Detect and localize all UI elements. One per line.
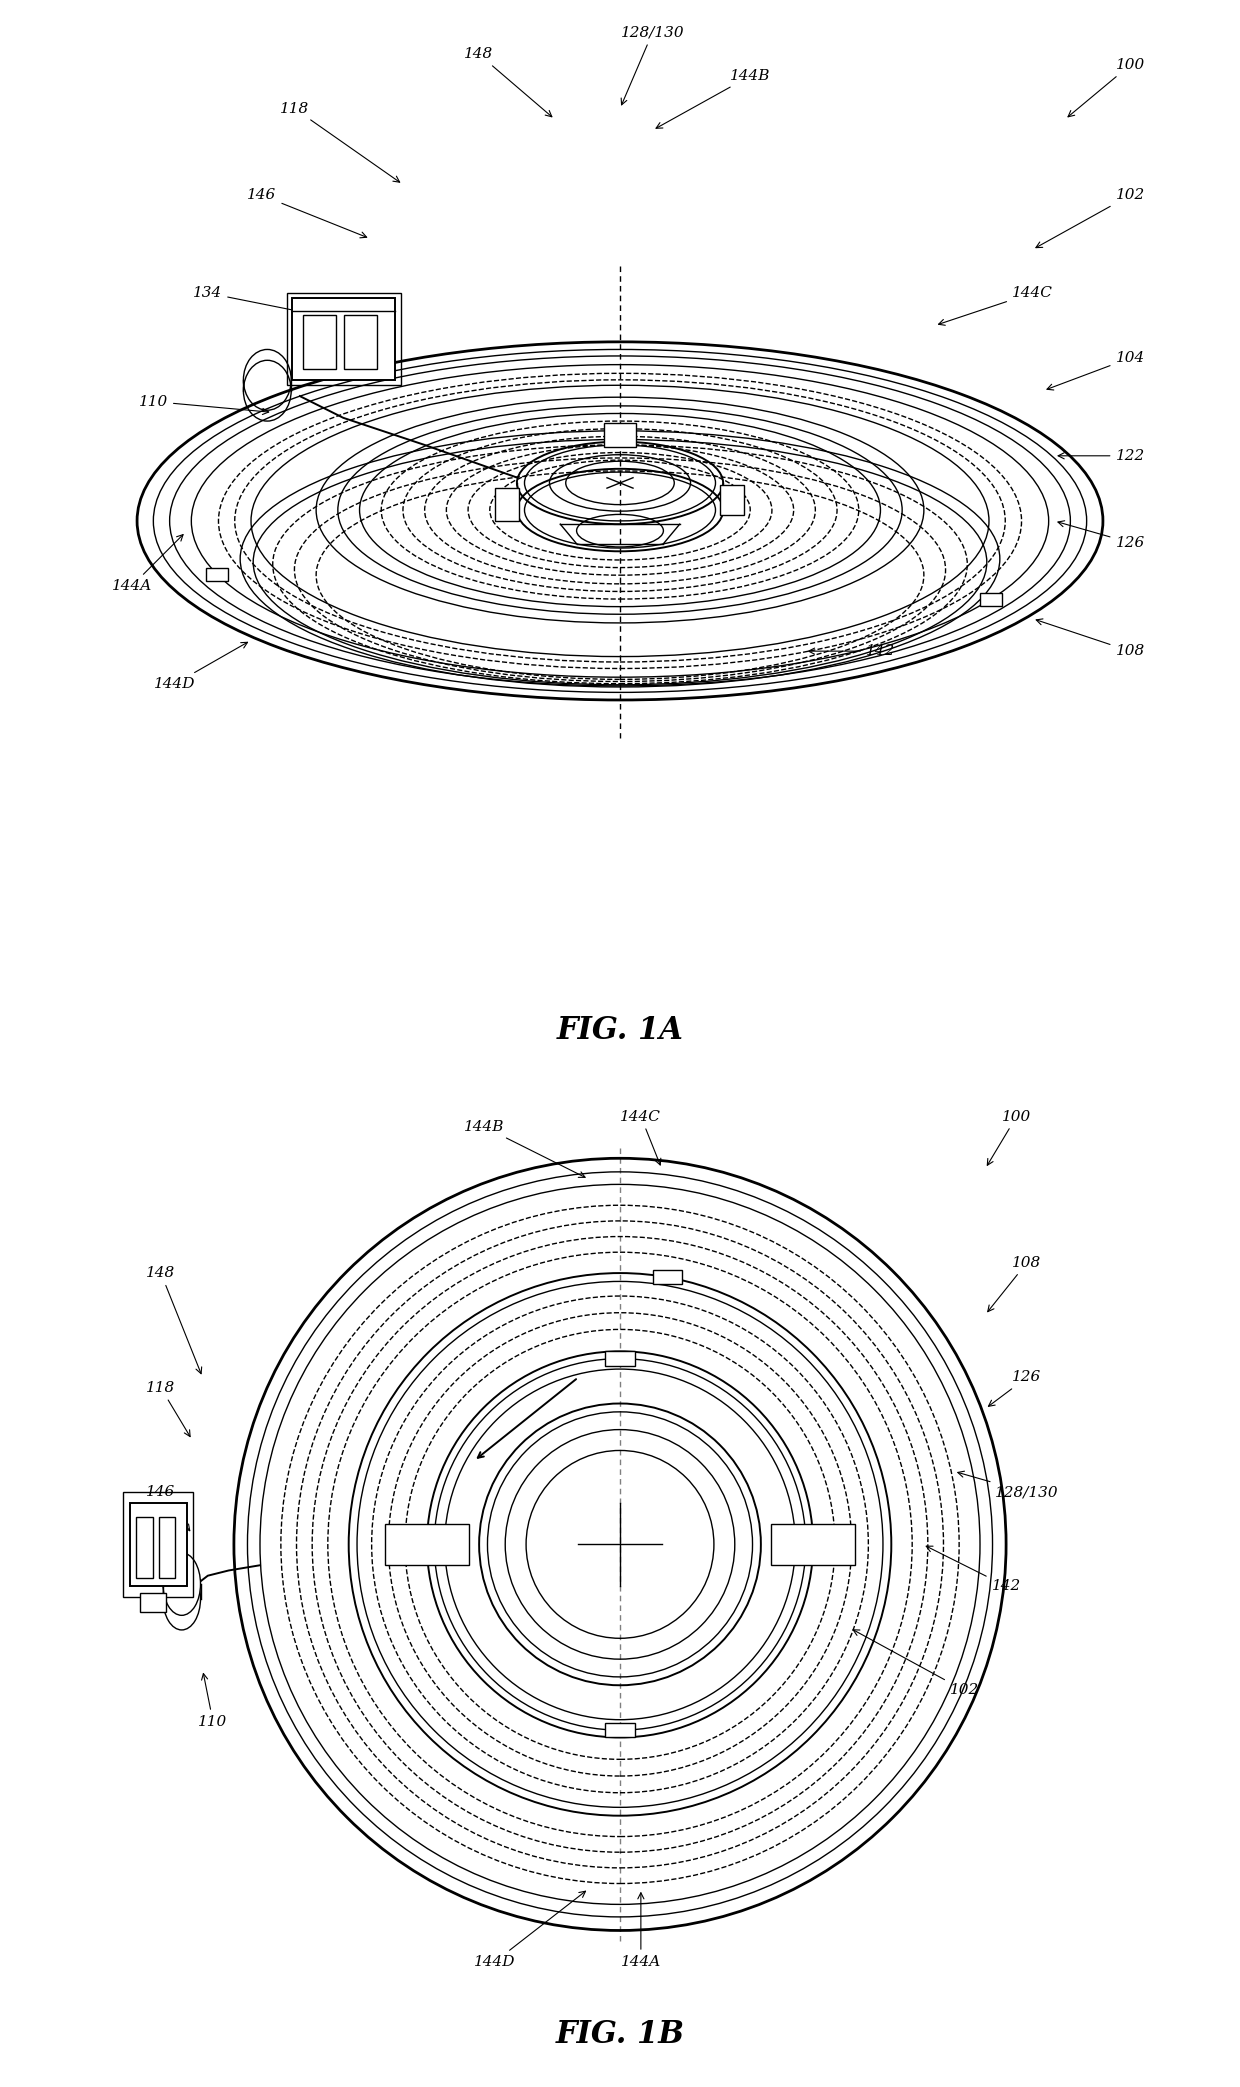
- Text: 148: 148: [146, 1267, 202, 1373]
- Text: 102: 102: [853, 1630, 978, 1697]
- Text: 110: 110: [198, 1674, 228, 1728]
- Text: 126: 126: [1058, 522, 1145, 549]
- Ellipse shape: [162, 1553, 201, 1615]
- Text: 142: 142: [808, 645, 895, 657]
- FancyBboxPatch shape: [652, 1269, 682, 1284]
- FancyBboxPatch shape: [720, 484, 744, 515]
- FancyBboxPatch shape: [604, 424, 636, 447]
- Text: 122: 122: [1058, 449, 1145, 463]
- Text: 144A: 144A: [621, 1893, 661, 1968]
- Text: 128/130: 128/130: [957, 1471, 1059, 1498]
- FancyBboxPatch shape: [293, 298, 396, 380]
- FancyBboxPatch shape: [605, 1352, 635, 1365]
- FancyBboxPatch shape: [206, 568, 228, 580]
- Text: 144D: 144D: [474, 1891, 585, 1968]
- FancyBboxPatch shape: [981, 593, 1002, 605]
- Text: 102: 102: [1035, 188, 1145, 248]
- Ellipse shape: [162, 1567, 201, 1630]
- Text: FIG. 1A: FIG. 1A: [557, 1016, 683, 1046]
- Text: 134: 134: [146, 1601, 179, 1626]
- Text: 128/130: 128/130: [621, 25, 684, 104]
- Text: 108: 108: [1037, 620, 1145, 657]
- Text: FIG. 1B: FIG. 1B: [556, 2020, 684, 2049]
- Text: 104: 104: [1047, 351, 1145, 390]
- Text: 100: 100: [1068, 58, 1145, 117]
- Text: 144C: 144C: [939, 286, 1053, 326]
- Text: 108: 108: [988, 1256, 1042, 1311]
- Text: 134: 134: [193, 286, 312, 315]
- Text: 144D: 144D: [154, 643, 248, 691]
- FancyBboxPatch shape: [495, 488, 520, 522]
- FancyBboxPatch shape: [386, 1524, 469, 1565]
- FancyBboxPatch shape: [605, 1724, 635, 1736]
- Text: 142: 142: [926, 1546, 1021, 1592]
- Text: 126: 126: [988, 1371, 1042, 1407]
- FancyBboxPatch shape: [129, 1503, 187, 1586]
- Text: 144B: 144B: [464, 1121, 585, 1177]
- Text: 118: 118: [280, 102, 399, 182]
- Text: 118: 118: [146, 1382, 190, 1436]
- Text: 146: 146: [146, 1486, 190, 1530]
- FancyBboxPatch shape: [140, 1594, 166, 1611]
- Text: 110: 110: [139, 394, 269, 415]
- FancyBboxPatch shape: [771, 1524, 854, 1565]
- Text: 100: 100: [987, 1110, 1032, 1165]
- Text: 144B: 144B: [656, 69, 770, 127]
- Text: 146: 146: [247, 188, 367, 238]
- Text: 148: 148: [464, 48, 552, 117]
- Text: 144C: 144C: [620, 1110, 661, 1165]
- Text: 144A: 144A: [112, 534, 184, 593]
